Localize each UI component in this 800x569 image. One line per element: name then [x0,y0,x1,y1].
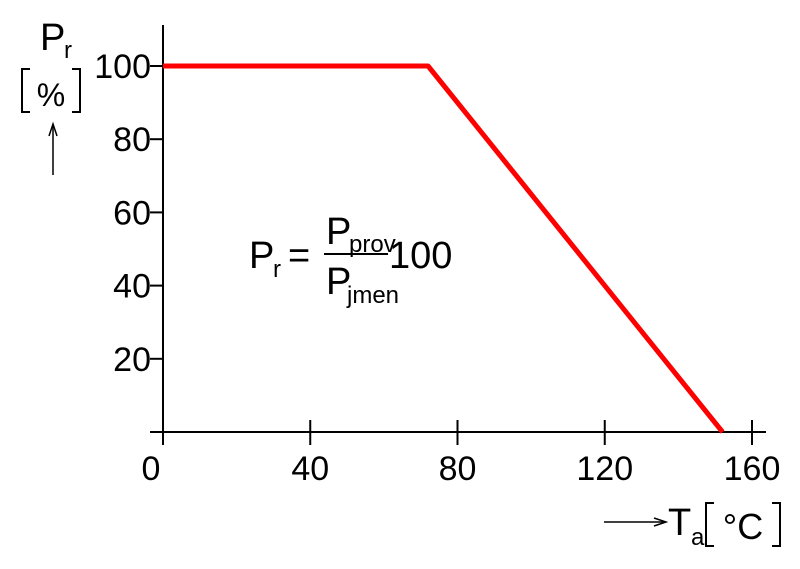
x-right-arrow-icon [604,517,669,527]
x-unit-left-bracket [705,502,714,547]
y-tick-label: 60 [113,194,151,232]
formula-denominator-main: P [326,261,351,303]
y-label-main: P [40,17,65,59]
y-label-unit: % [37,77,65,113]
y-tick-label: 80 [113,121,151,159]
y-tick-label: 20 [113,341,151,379]
formula-lhs-main: P [249,235,274,277]
x-ticks: 0 40 80 120 160 [142,420,781,488]
y-unit-left-bracket [21,68,30,113]
series-line [163,63,725,434]
formula-equals: = [288,235,310,277]
y-ticks: 20 40 60 80 100 [94,48,163,379]
x-label-unit: °C [723,506,763,547]
y-tick-label: 40 [113,268,151,306]
x-tick-label: 40 [291,450,329,488]
formula-denominator-sub: jmen [346,282,399,309]
x-unit-right-bracket [772,502,781,547]
y-tick-label: 100 [94,48,151,86]
formula-lhs-sub: r [273,256,281,283]
x-label-main: T [668,502,691,544]
formula-annotation: P r = P prov P jmen 100 [249,211,452,309]
y-axis-label: P r % [21,17,81,175]
x-tick-label: 80 [439,450,477,488]
x-label-sub: a [691,524,705,551]
x-axis-label: T a °C [604,502,781,551]
x-tick-label: 0 [142,450,161,488]
y-label-sub: r [64,37,72,64]
y-up-arrow-icon [48,121,58,175]
y-unit-right-bracket [72,68,81,113]
x-tick-label: 120 [576,450,633,488]
x-tick-label: 160 [724,450,781,488]
formula-numerator-main: P [326,211,351,253]
formula-factor: 100 [389,235,452,277]
